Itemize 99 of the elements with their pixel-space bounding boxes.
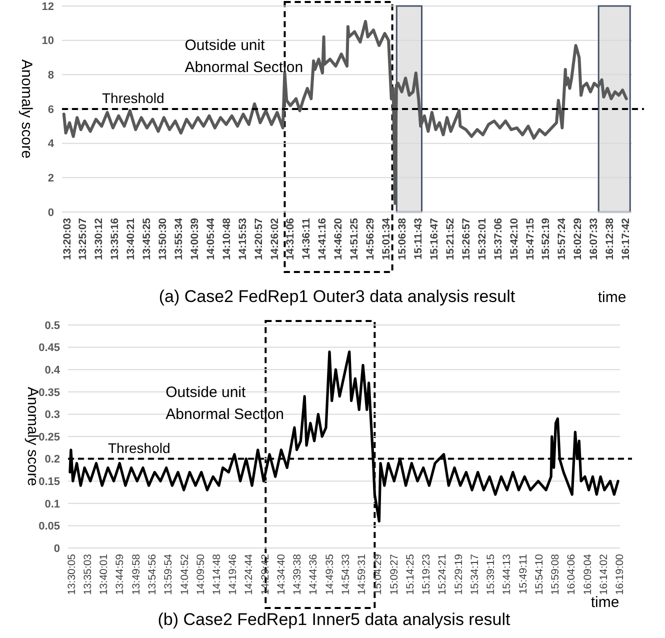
x-tick-label: 16:09:04	[582, 554, 594, 595]
x-tick-label: 14:34:40	[275, 554, 288, 595]
x-tick-label: 14:05:44	[204, 218, 217, 260]
x-tick-label: 13:35:16	[109, 218, 122, 260]
x-tick-label: 13:30:12	[93, 218, 106, 260]
x-tick-label: 15:01:34	[380, 218, 393, 260]
x-tick-label: 15:59:08	[550, 554, 562, 595]
y-tick-label: 2	[48, 172, 54, 185]
x-tick-label: 15:54:10	[533, 554, 546, 595]
x-tick-label: 16:02:29	[572, 218, 584, 260]
x-tick-label: 15:11:43	[412, 218, 425, 260]
x-tick-label: 15:57:24	[556, 218, 568, 260]
x-tick-label: 14:20:57	[252, 218, 265, 260]
y-tick-label: 0.1	[44, 498, 60, 510]
x-tick-label: 15:49:11	[517, 554, 530, 594]
band-label: Outside unit Abnormal Section	[184, 37, 304, 76]
x-tick-label: 16:12:38	[604, 218, 616, 260]
x-tick-label: 14:29:42	[259, 554, 272, 595]
x-tick-label: 14:19:46	[227, 554, 240, 595]
x-tick-label: 15:26:57	[460, 218, 472, 260]
x-tick-label: 15:52:19	[540, 218, 552, 260]
y-tick-label: 0.3	[44, 409, 60, 422]
x-tick-label: 13:50:30	[157, 218, 170, 260]
x-tick-label: 13:40:21	[125, 218, 138, 260]
x-tick-label: 13:40:01	[98, 554, 110, 595]
text: (b) Case2 FedRep1 Inner5 data analysis result	[158, 610, 511, 629]
x-tick-label: 15:29:19	[452, 554, 465, 595]
x-tick-label: 14:00:39	[188, 218, 201, 260]
x-tick-label: 16:07:33	[588, 218, 600, 260]
y-tick-label: 0.2	[44, 454, 60, 466]
x-tick-label: 14:15:53	[236, 218, 249, 260]
x-tick-label: 15:24:21	[436, 554, 449, 595]
x-tick-label: 15:39:15	[485, 554, 498, 595]
y-tick-label: 0.25	[38, 431, 60, 444]
y-tick-label: 10	[42, 35, 54, 48]
x-tick-label: 15:06:38	[396, 218, 409, 260]
x-tick-label: 15:32:01	[476, 218, 488, 260]
text: (a) Case2 FedRep1 Outer3 data analysis result	[158, 287, 516, 306]
x-tick-label: 15:14:25	[404, 554, 416, 595]
y-tick-label: 0.05	[38, 520, 60, 533]
x-tick-label: 16:14:02	[598, 554, 610, 595]
x-tick-label: 14:46:20	[332, 218, 345, 260]
y-axis-title: Anomaly score	[18, 59, 35, 159]
x-tick-label: 13:44:59	[114, 554, 126, 595]
x-tick-label: 13:55:34	[172, 218, 185, 260]
x-tick-label: 14:59:31	[356, 554, 368, 595]
y-tick-label: 0.4	[44, 364, 61, 376]
x-tick-label: 16:19:00	[614, 554, 626, 595]
y-tick-label: 0	[48, 206, 54, 219]
x-tick-label: 14:24:44	[243, 554, 256, 595]
x-tick-label: 14:04:52	[178, 554, 191, 595]
x-tick-label: 14:14:48	[210, 554, 223, 595]
x-tick-label: 15:09:27	[388, 554, 400, 595]
line-series	[62, 20, 628, 205]
x-tick-label: 14:44:36	[308, 554, 320, 595]
y-tick-label: 12	[42, 0, 54, 13]
x-tick-label: 14:49:35	[324, 554, 336, 595]
ref-line-label: Threshold	[102, 90, 164, 106]
x-tick-label: 14:31:06	[284, 218, 297, 260]
x-tick-label: 13:20:03	[61, 218, 74, 260]
x-tick-label: 14:54:33	[340, 554, 352, 595]
x-tick-label: 15:04:29	[372, 554, 384, 595]
x-tick-label: 14:09:50	[194, 554, 207, 595]
x-tick-label: 15:42:10	[508, 218, 520, 260]
x-tick-label: 15:19:23	[420, 554, 433, 595]
x-tick-label: 15:44:13	[501, 554, 514, 595]
x-tick-label: 15:34:17	[468, 554, 481, 595]
y-tick-label: 4	[48, 138, 55, 150]
y-tick-label: 0.35	[38, 386, 60, 399]
x-tick-label: 14:41:16	[316, 218, 329, 260]
x-tick-label: 13:30:05	[66, 554, 78, 595]
y-tick-label: 6	[48, 104, 54, 116]
y-tick-label: 0.5	[44, 320, 60, 332]
x-tick-label: 15:21:52	[444, 218, 456, 260]
x-tick-label: 13:54:56	[146, 554, 159, 595]
y-tick-label: 0	[54, 542, 60, 555]
ref-line-label: Threshold	[108, 440, 170, 456]
x-tick-label: 13:35:03	[82, 554, 94, 595]
x-tick-label: 13:49:58	[130, 554, 142, 595]
x-tick-label: 15:37:06	[492, 218, 504, 260]
x-tick-label: 13:25:07	[77, 218, 90, 260]
x-tick-label: 14:56:29	[364, 218, 377, 260]
y-tick-label: 0.45	[38, 342, 60, 354]
x-tick-label: 15:16:47	[428, 218, 440, 260]
x-tick-label: 16:17:42	[620, 218, 632, 260]
y-tick-label: 0.15	[38, 476, 60, 488]
x-axis-title: time	[590, 594, 620, 611]
x-tick-label: 14:26:02	[268, 218, 281, 260]
y-tick-label: 8	[48, 70, 54, 82]
x-axis-title: time	[598, 289, 626, 306]
x-tick-label: 13:45:25	[141, 218, 154, 260]
x-tick-label: 14:51:25	[348, 218, 361, 260]
x-tick-label: 14:39:38	[292, 554, 304, 595]
band-label: Outside unit Abnormal Section	[166, 384, 284, 423]
x-tick-label: 14:36:11	[300, 218, 313, 260]
x-tick-label: 14:10:48	[220, 218, 233, 260]
x-tick-label: 13:59:54	[162, 554, 175, 595]
x-tick-label: 16:04:06	[566, 554, 578, 595]
x-tick-label: 15:47:15	[524, 218, 536, 260]
